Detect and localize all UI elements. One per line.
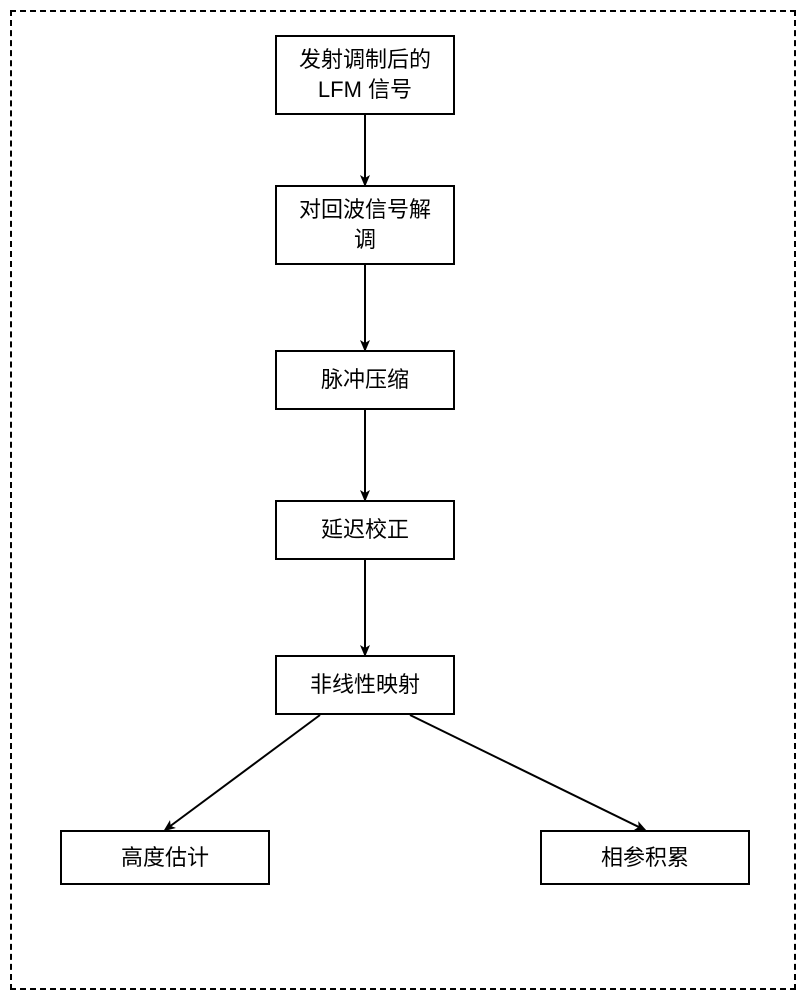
node-n6: 高度估计 xyxy=(60,830,270,885)
node-n4: 延迟校正 xyxy=(275,500,455,560)
diagram-canvas: 发射调制后的LFM 信号对回波信号解调脉冲压缩延迟校正非线性映射高度估计 相参积累 xyxy=(0,0,806,1000)
node-n2: 对回波信号解调 xyxy=(275,185,455,265)
node-n1: 发射调制后的LFM 信号 xyxy=(275,35,455,115)
node-n5: 非线性映射 xyxy=(275,655,455,715)
node-n3: 脉冲压缩 xyxy=(275,350,455,410)
node-n7: 相参积累 xyxy=(540,830,750,885)
